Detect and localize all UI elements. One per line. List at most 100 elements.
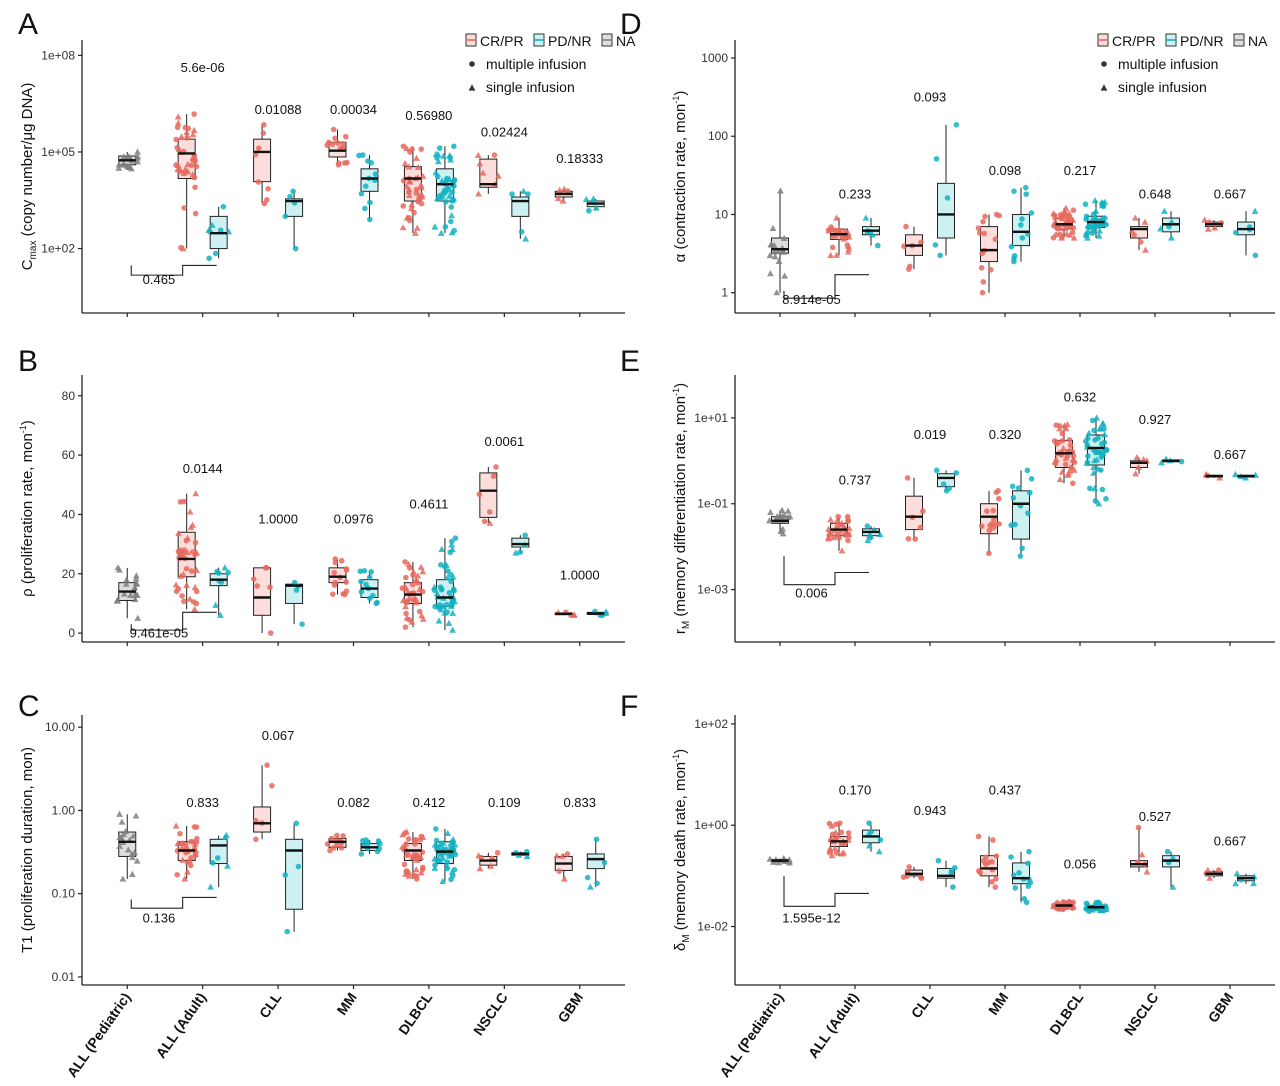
y-tick-label: 0.10 [52,887,76,901]
y-tick-label: 0 [68,626,75,640]
data-point [1057,212,1064,218]
p-value-label: 1.0000 [560,568,600,583]
data-point [1065,470,1072,477]
box-pd-nr [932,122,960,259]
data-point [184,868,191,875]
p-value-label: 0.067 [262,728,295,743]
data-point [324,841,331,847]
data-point [264,565,270,571]
data-point [877,837,884,843]
data-point [1017,553,1024,559]
data-point [186,508,194,515]
data-point [442,187,449,194]
data-point [416,585,424,593]
data-point [177,499,184,505]
y-axis-label: rM (memory differentiation rate, mon-1) [671,383,692,634]
data-point [564,188,571,194]
box-iqr [937,182,955,239]
data-point [1008,854,1014,860]
data-point [451,178,457,184]
data-point [1135,463,1142,470]
panel-b: B 0 20 40 60 80 ρ (proliferation rate, mon-1) 0… [18,345,625,646]
box-pd-nr [282,820,304,935]
data-point [448,578,454,585]
data-point [990,507,997,514]
data-point [988,267,994,273]
data-point [520,187,527,194]
data-point [1062,454,1070,461]
data-point [944,195,951,201]
data-point [975,225,982,231]
data-point [586,883,594,890]
data-point [412,577,420,584]
data-point [953,122,960,128]
data-point [518,229,525,235]
data-point [181,875,189,882]
data-point [118,818,126,825]
p-value-label: 0.437 [989,783,1022,798]
legend-label-multiple-infusion: multiple infusion [486,56,586,72]
data-point [1098,425,1105,432]
legend-panel-d: CR/PR PD/NR NA multiple infusion single infu… [1097,33,1268,95]
panel-c: C 0.01 0.10 1.00 10.00 T1 (proliferation dura… [18,690,625,989]
p-value-label: 0.109 [488,795,521,810]
y-tick-label: 100 [708,129,728,143]
data-point [1232,880,1240,887]
data-point [833,251,841,258]
box-cr-pr [978,488,1002,557]
y-tick-label: 1e-01 [697,497,728,511]
data-point [778,513,786,520]
data-point [1157,225,1164,232]
data-point [1142,246,1149,253]
data-point [993,489,1000,496]
data-point [1024,467,1031,474]
data-point [1099,448,1107,455]
data-point [451,143,457,150]
data-point [1085,453,1091,459]
data-point [556,186,564,193]
data-point [1011,253,1018,259]
data-point [131,595,139,603]
data-point [191,583,199,591]
data-point [950,884,956,890]
data-point [433,590,441,597]
box-cr-pr [173,111,200,252]
legend-label-cr-pr: CR/PR [480,33,524,49]
box-pd-nr [862,820,884,855]
y-tick-label: 1e+05 [41,145,75,159]
data-point [486,509,493,515]
data-point [845,531,852,538]
data-point [188,568,195,574]
box-cr-pr [975,211,1003,296]
box-cr-pr [251,565,274,636]
data-point [522,235,530,242]
x-category-label: NSCLC [470,990,511,1039]
data-point [864,536,872,543]
data-point [448,868,456,875]
data-point [833,517,841,524]
data-point [414,572,422,579]
box-iqr [328,567,347,584]
data-point [450,586,457,593]
data-point [361,568,368,574]
data-point [291,579,298,586]
data-point [186,595,194,602]
data-point [431,587,438,594]
data-point [443,863,451,870]
data-point [558,852,566,859]
box-cr-pr [1130,453,1151,477]
data-point [328,835,335,842]
data-point [1028,476,1035,482]
box-pd-nr [357,568,380,607]
data-point [932,242,939,248]
data-point [778,506,786,513]
data-point [340,141,346,147]
data-point [174,165,182,173]
data-point [212,250,219,257]
comparison-p-value: 1.595e-12 [782,910,841,925]
box-pd-nr [282,188,304,252]
box-pd-nr [431,143,458,236]
data-point [411,229,419,236]
data-point [174,161,182,168]
data-point [124,846,132,853]
